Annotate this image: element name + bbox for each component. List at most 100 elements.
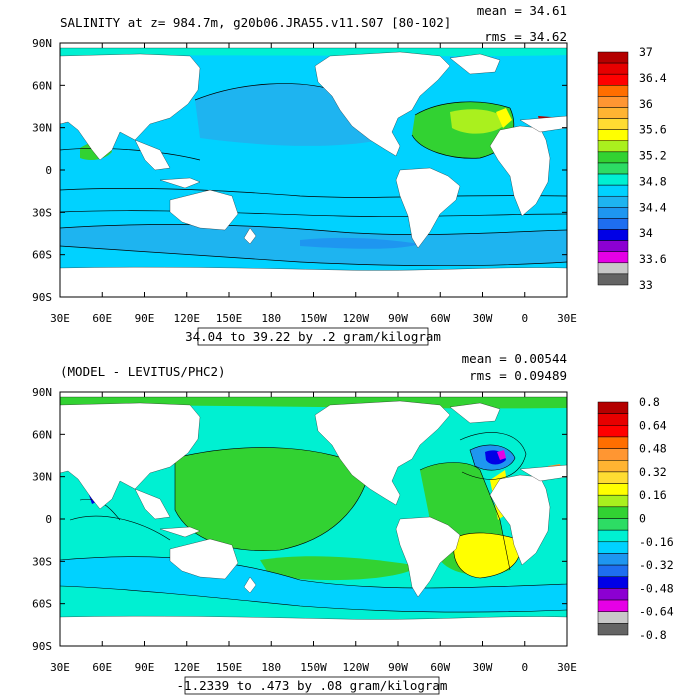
y-tick-label: 90S (32, 640, 52, 653)
x-tick-label: 120E (174, 661, 201, 674)
colorbar-swatch (597, 588, 629, 601)
panel2-south-atlantic-yellow (453, 532, 521, 578)
colorbar-label: 0.32 (639, 465, 667, 479)
colorbar-swatch (597, 553, 629, 566)
colorbar-swatch (597, 401, 629, 414)
colorbar-swatch (597, 118, 629, 130)
x-tick-label: 30W (473, 661, 493, 674)
panel1-southern-core (300, 237, 420, 249)
panel2-contour-label: -1.2339 to .473 by .08 gram/kilogram (177, 678, 448, 693)
colorbar-swatch (597, 151, 629, 164)
difference-panel: (MODEL - LEVITUS/PHC2) mean = 0.00544 rm… (32, 351, 674, 695)
panel2-contour-box (184, 676, 440, 695)
x-tick-label: 30E (50, 312, 70, 325)
colorbar-swatch (597, 51, 629, 64)
colorbar-label: 0.48 (639, 442, 667, 456)
colorbar-swatch (597, 195, 629, 208)
y-tick-label: 90N (32, 386, 52, 399)
colorbar-swatch (597, 273, 629, 286)
colorbar-swatch (597, 494, 629, 508)
panel1-land (60, 43, 567, 297)
y-tick-label: 60S (32, 598, 52, 611)
colorbar-swatch (597, 518, 629, 531)
colorbar-label: 0.64 (639, 418, 667, 432)
x-tick-label: 90E (135, 661, 155, 674)
colorbar-label: 34.8 (639, 174, 667, 188)
x-tick-label: 0 (521, 312, 528, 325)
x-tick-label: 120W (343, 312, 370, 325)
colorbar-swatch (597, 413, 629, 426)
colorbar-swatch (597, 251, 629, 264)
panel1-n-atlantic-core (450, 109, 508, 134)
panel2-colorbar: 0.8 0.64 0.48 0.32 0.16 0 -0.16 -0.32 -0.48 -0.64… (597, 395, 674, 642)
colorbar-swatch (597, 107, 629, 119)
colorbar-swatch (597, 62, 629, 75)
panel1-title: SALINITY at z= 984.7m, g20b06.JRA55.v11.… (60, 15, 451, 30)
y-tick-label: 0 (45, 164, 52, 177)
x-tick-label: 150E (216, 312, 243, 325)
panel1-axis-ticks: 30E 60E 90E 120E 150E 180 150W 120W 90W 60W 30W 0 30… (32, 37, 577, 325)
panel1-contour-box (197, 327, 429, 346)
x-tick-label: 60E (92, 661, 112, 674)
panel2-n-atlantic-magenta (497, 450, 506, 460)
colorbar-label: 34.4 (639, 200, 667, 214)
colorbar-swatch (597, 218, 629, 230)
x-tick-label: 150W (300, 312, 327, 325)
colorbar-swatch (597, 483, 629, 496)
y-tick-label: 30N (32, 122, 52, 135)
colorbar-swatch (597, 184, 629, 197)
x-tick-label: 30W (473, 312, 493, 325)
colorbar-swatch (597, 162, 629, 175)
panel2-mean: mean = 0.00544 (462, 351, 567, 366)
x-tick-label: 30E (557, 312, 577, 325)
colorbar-swatch (597, 207, 629, 219)
colorbar-label: 33.6 (639, 252, 667, 266)
panel1-colorbar: 37 36.4 36 35.6 35.2 34.8 34.4 34 33.6 33 (597, 45, 667, 292)
colorbar-swatch (597, 85, 629, 97)
colorbar-swatch (597, 129, 629, 142)
y-tick-label: 0 (45, 513, 52, 526)
x-tick-label: 90W (388, 661, 408, 674)
x-tick-label: 60E (92, 312, 112, 325)
colorbar-label: -0.64 (639, 605, 674, 619)
y-tick-label: 60N (32, 79, 52, 92)
colorbar-swatch (597, 623, 629, 636)
panel1-rms: rms = 34.62 (484, 29, 567, 44)
colorbar-label: 0.16 (639, 488, 667, 502)
colorbar-swatch (597, 425, 629, 438)
colorbar-label: 34 (639, 226, 653, 240)
colorbar-swatch (597, 611, 629, 624)
x-tick-label: 60W (430, 312, 450, 325)
colorbar-swatch (597, 436, 629, 449)
colorbar-swatch (597, 506, 629, 519)
colorbar-swatch (597, 73, 629, 86)
panel1-med-outflow (496, 108, 512, 128)
colorbar-swatch (597, 448, 629, 461)
panel2-map (60, 392, 567, 646)
colorbar-label: -0.48 (639, 581, 674, 595)
x-tick-label: 150W (300, 661, 327, 674)
colorbar-label: 35.6 (639, 123, 667, 137)
x-tick-label: 90W (388, 312, 408, 325)
colorbar-swatch (597, 541, 629, 554)
colorbar-label: 36.4 (639, 71, 667, 85)
colorbar-swatch (597, 173, 629, 186)
colorbar-label: 0 (639, 512, 646, 526)
x-tick-label: 30E (557, 661, 577, 674)
colorbar-label: 33 (639, 278, 653, 292)
y-tick-label: 60N (32, 428, 52, 441)
colorbar-swatch (597, 262, 629, 275)
colorbar-swatch (597, 96, 629, 108)
colorbar-label: 36 (639, 97, 653, 111)
x-tick-label: 30E (50, 661, 70, 674)
x-tick-label: 180 (261, 312, 281, 325)
panel1-mean: mean = 34.61 (477, 3, 567, 18)
colorbar-swatch (597, 564, 629, 577)
panel1-contours (60, 83, 567, 267)
x-tick-label: 60W (430, 661, 450, 674)
colorbar-swatch (597, 140, 629, 153)
x-tick-label: 120E (174, 312, 201, 325)
x-tick-label: 180 (261, 661, 281, 674)
colorbar-label: 35.2 (639, 149, 667, 163)
